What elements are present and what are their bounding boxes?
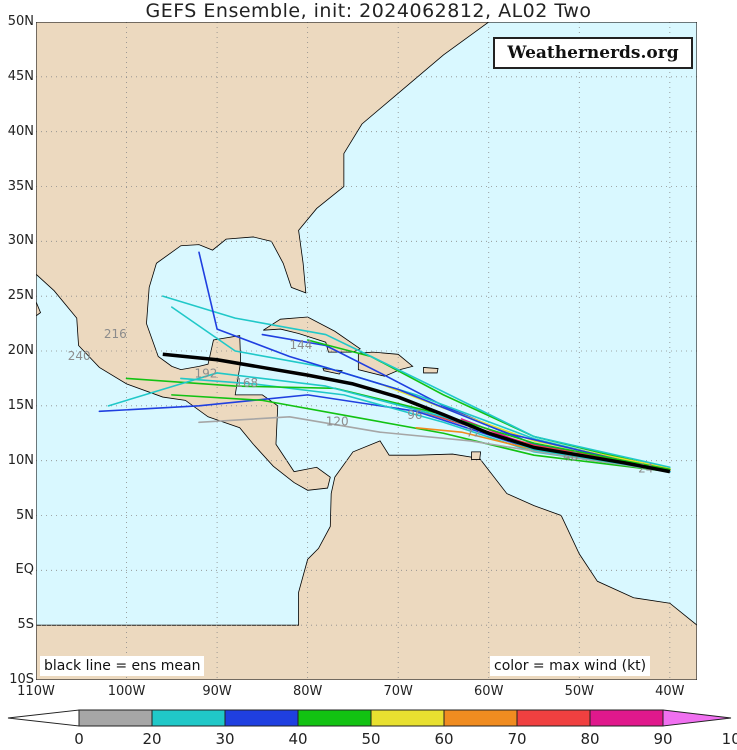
longitude-label: 60W <box>474 684 504 699</box>
member-track <box>198 415 671 473</box>
latitude-label: 40N <box>7 123 34 139</box>
landmasses <box>35 21 698 681</box>
colorbar-tick-label: 60 <box>434 730 454 748</box>
member-track <box>107 372 671 473</box>
colorbar-segment <box>589 709 664 727</box>
chart-title: GEFS Ensemble, init: 2024062812, AL02 Tw… <box>145 0 592 22</box>
latitude-label: 35N <box>7 178 34 194</box>
color-key-note: color = max wind (kt) <box>490 656 651 676</box>
south-america-landmass <box>35 440 698 681</box>
latitude-label: 30N <box>7 233 34 249</box>
latitude-label: EQ <box>15 562 34 578</box>
latitude-label: 45N <box>7 68 34 84</box>
longitude-label: 80W <box>292 684 323 699</box>
colorbar-tick-label: 70 <box>507 730 527 748</box>
longitude-label: 100W <box>107 684 146 699</box>
track-hour-label: 144 <box>290 338 313 352</box>
colorbar-segment <box>78 709 153 727</box>
colorbar-left-arrow <box>7 709 80 727</box>
puerto-rico-island <box>423 367 439 374</box>
colorbar-tick-label: 100 <box>721 730 737 748</box>
latitude-label: 15N <box>7 397 34 413</box>
colorbar-tick-label: 40 <box>288 730 308 748</box>
track-hour-label: 96 <box>407 408 422 422</box>
longitude-label: 110W <box>17 684 55 699</box>
ensemble-mean-track <box>162 352 671 474</box>
latitude-label: 5S <box>17 617 34 633</box>
longitude-label: 70W <box>383 684 413 699</box>
mean-line-note: black line = ens mean <box>40 656 205 676</box>
member-track <box>379 383 671 470</box>
wind-colorbar <box>7 709 732 727</box>
member-track <box>198 251 671 473</box>
colorbar-tick-label: 80 <box>580 730 600 748</box>
longitude-label: 90W <box>202 684 232 699</box>
member-track <box>161 295 671 469</box>
latitude-label: 10S <box>9 672 34 687</box>
track-hour-label: 240 <box>68 349 91 363</box>
latitude-label: 25N <box>7 288 34 304</box>
colorbar-tick-label: 30 <box>215 730 235 748</box>
colorbar-segment <box>297 709 372 727</box>
trinidad-island <box>471 451 482 460</box>
colorbar-segment <box>370 709 445 727</box>
map-panel: 216 240 144 120 96 72 48 24 192 168 <box>35 21 698 681</box>
latitude-label: 20N <box>7 343 34 358</box>
track-hour-label: 168 <box>235 376 258 390</box>
colorbar-segment <box>443 709 518 727</box>
colorbar-tick-label: 0 <box>74 730 84 748</box>
member-track <box>171 394 671 473</box>
longitude-label: 50W <box>564 684 594 699</box>
colorbar-tick-label: 90 <box>653 730 673 748</box>
track-hour-label: 120 <box>326 415 349 429</box>
colorbar-tick-label: 50 <box>361 730 381 748</box>
latitude-label: 50N <box>7 14 34 29</box>
member-track <box>125 377 671 471</box>
colorbar-segment <box>516 709 591 727</box>
latitude-label: 5N <box>16 507 34 523</box>
lat-lon-grid <box>36 22 697 680</box>
branding-box: Weathernerds.org <box>493 37 693 69</box>
colorbar-segment <box>224 709 299 727</box>
colorbar-segment <box>151 709 226 727</box>
track-hour-label: 216 <box>104 327 127 341</box>
colorbar-tick-label: 20 <box>142 730 162 748</box>
longitude-label: 40W <box>655 684 685 699</box>
latitude-label: 10N <box>7 452 34 468</box>
track-hour-label: 192 <box>194 366 217 380</box>
north-america-landmass <box>35 21 490 491</box>
colorbar-right-arrow <box>662 709 732 727</box>
